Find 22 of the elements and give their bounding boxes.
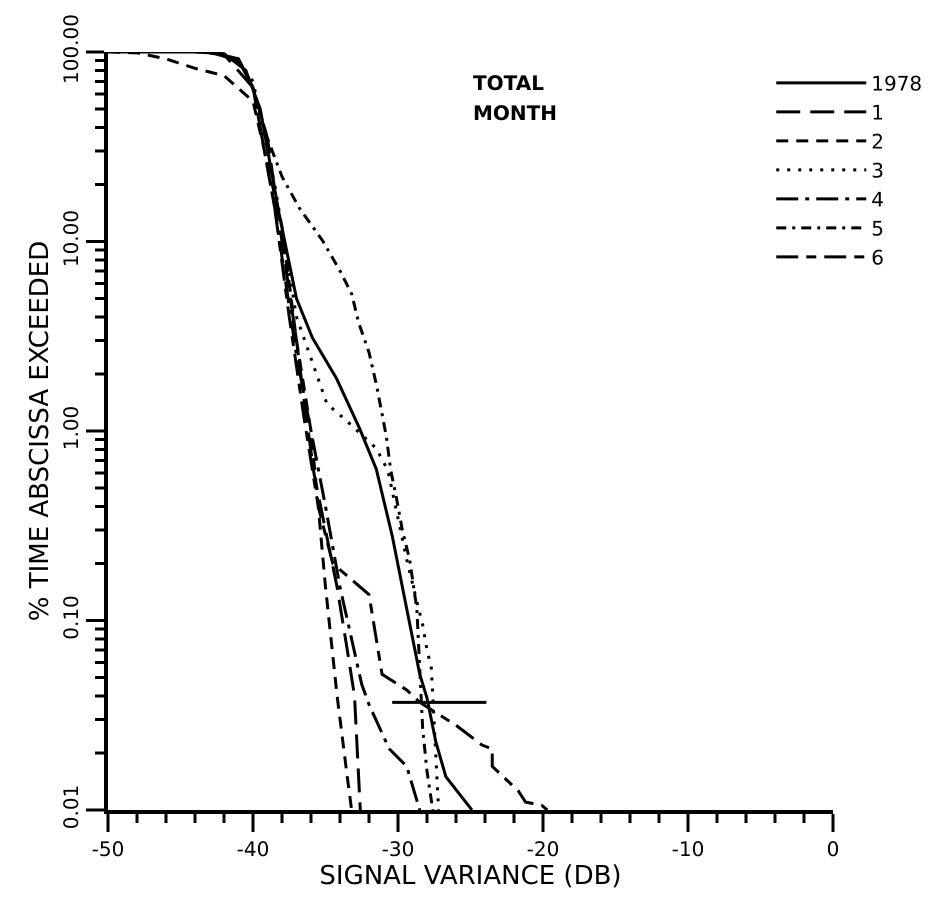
x-tick-label: -50 — [92, 837, 124, 861]
y-tick-label: 0.10 — [59, 595, 83, 640]
legend-label: 4 — [871, 188, 884, 212]
y-tick-label: 100.00 — [59, 14, 83, 84]
annotation: MONTH — [473, 101, 558, 125]
legend-label: 1978 — [871, 72, 922, 96]
annotation: TOTAL — [473, 71, 544, 95]
y-tick-label: 10.00 — [59, 210, 83, 268]
x-axis-title: SIGNAL VARIANCE (DB) — [319, 861, 622, 891]
x-tick-label: 0 — [826, 837, 840, 861]
y-tick-label: 1.00 — [59, 406, 83, 450]
legend-label: 3 — [871, 158, 884, 183]
legend-label: 2 — [871, 130, 884, 154]
y-axis-title: % TIME ABSCISSA EXCEEDED — [24, 240, 55, 622]
legend-label: 6 — [871, 246, 884, 270]
legend-label: 1 — [871, 100, 884, 125]
x-tick-label: -20 — [526, 837, 560, 861]
x-tick-label: -10 — [672, 837, 704, 861]
x-tick-label: -30 — [382, 837, 414, 861]
y-tick-label: 0.01 — [59, 784, 83, 830]
legend-label: 5 — [871, 216, 884, 241]
x-tick-label: -40 — [236, 837, 270, 861]
